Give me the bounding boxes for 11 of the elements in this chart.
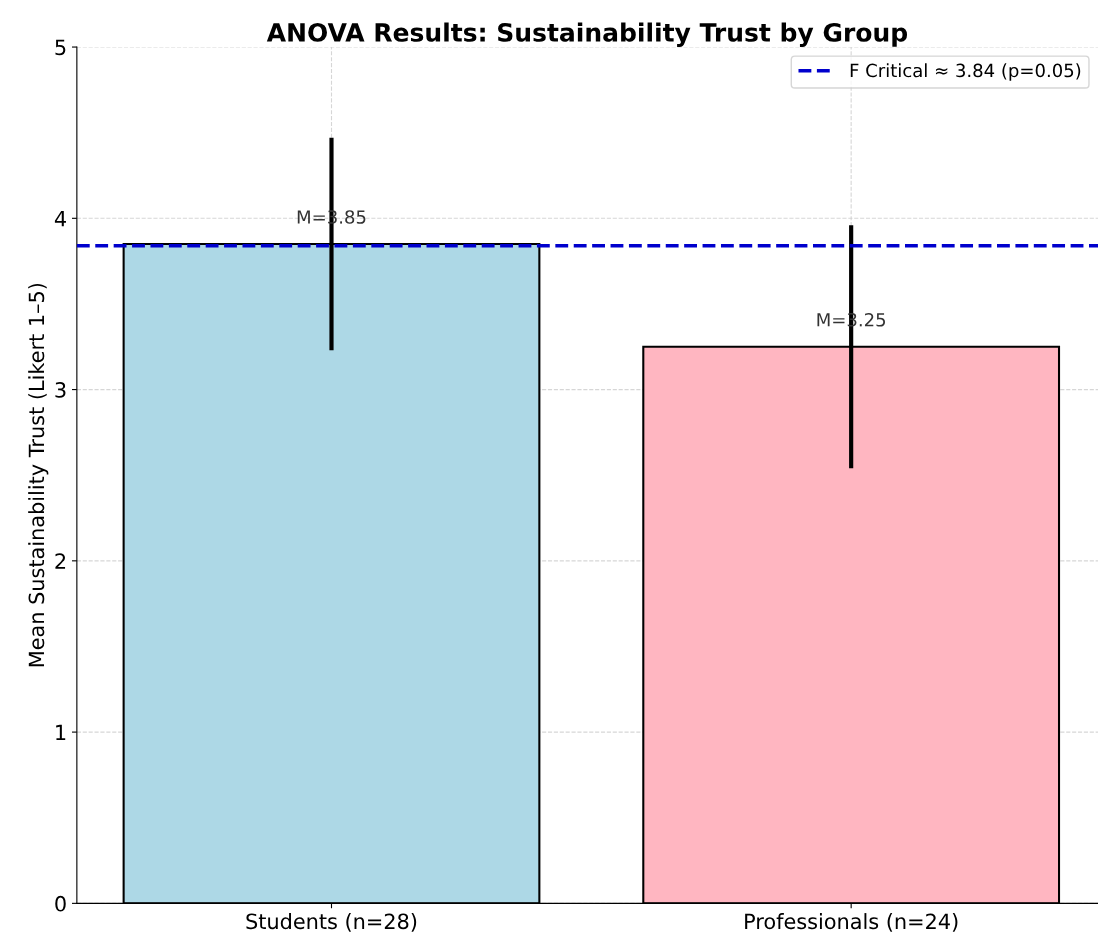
x-tick-label: Professionals (n=24): [745, 913, 958, 932]
chart-title: ANOVA Results: Sustainability Trust by Group: [266, 22, 908, 47]
y-tick-label: 1: [56, 724, 66, 741]
y-tick-label: 0: [55, 895, 66, 912]
x-tick-label: Students (n=28): [246, 913, 417, 932]
y-axis-title: Mean Sustainability Trust (Likert 1–5): [28, 283, 49, 667]
y-tick-label: 3: [55, 382, 66, 398]
y-tick-label: 4: [54, 211, 66, 227]
y-tick-label: 5: [55, 39, 66, 56]
legend-label: F Critical ≈ 3.84 (p=0.05): [850, 63, 1081, 81]
y-tick-label: 2: [55, 553, 66, 569]
